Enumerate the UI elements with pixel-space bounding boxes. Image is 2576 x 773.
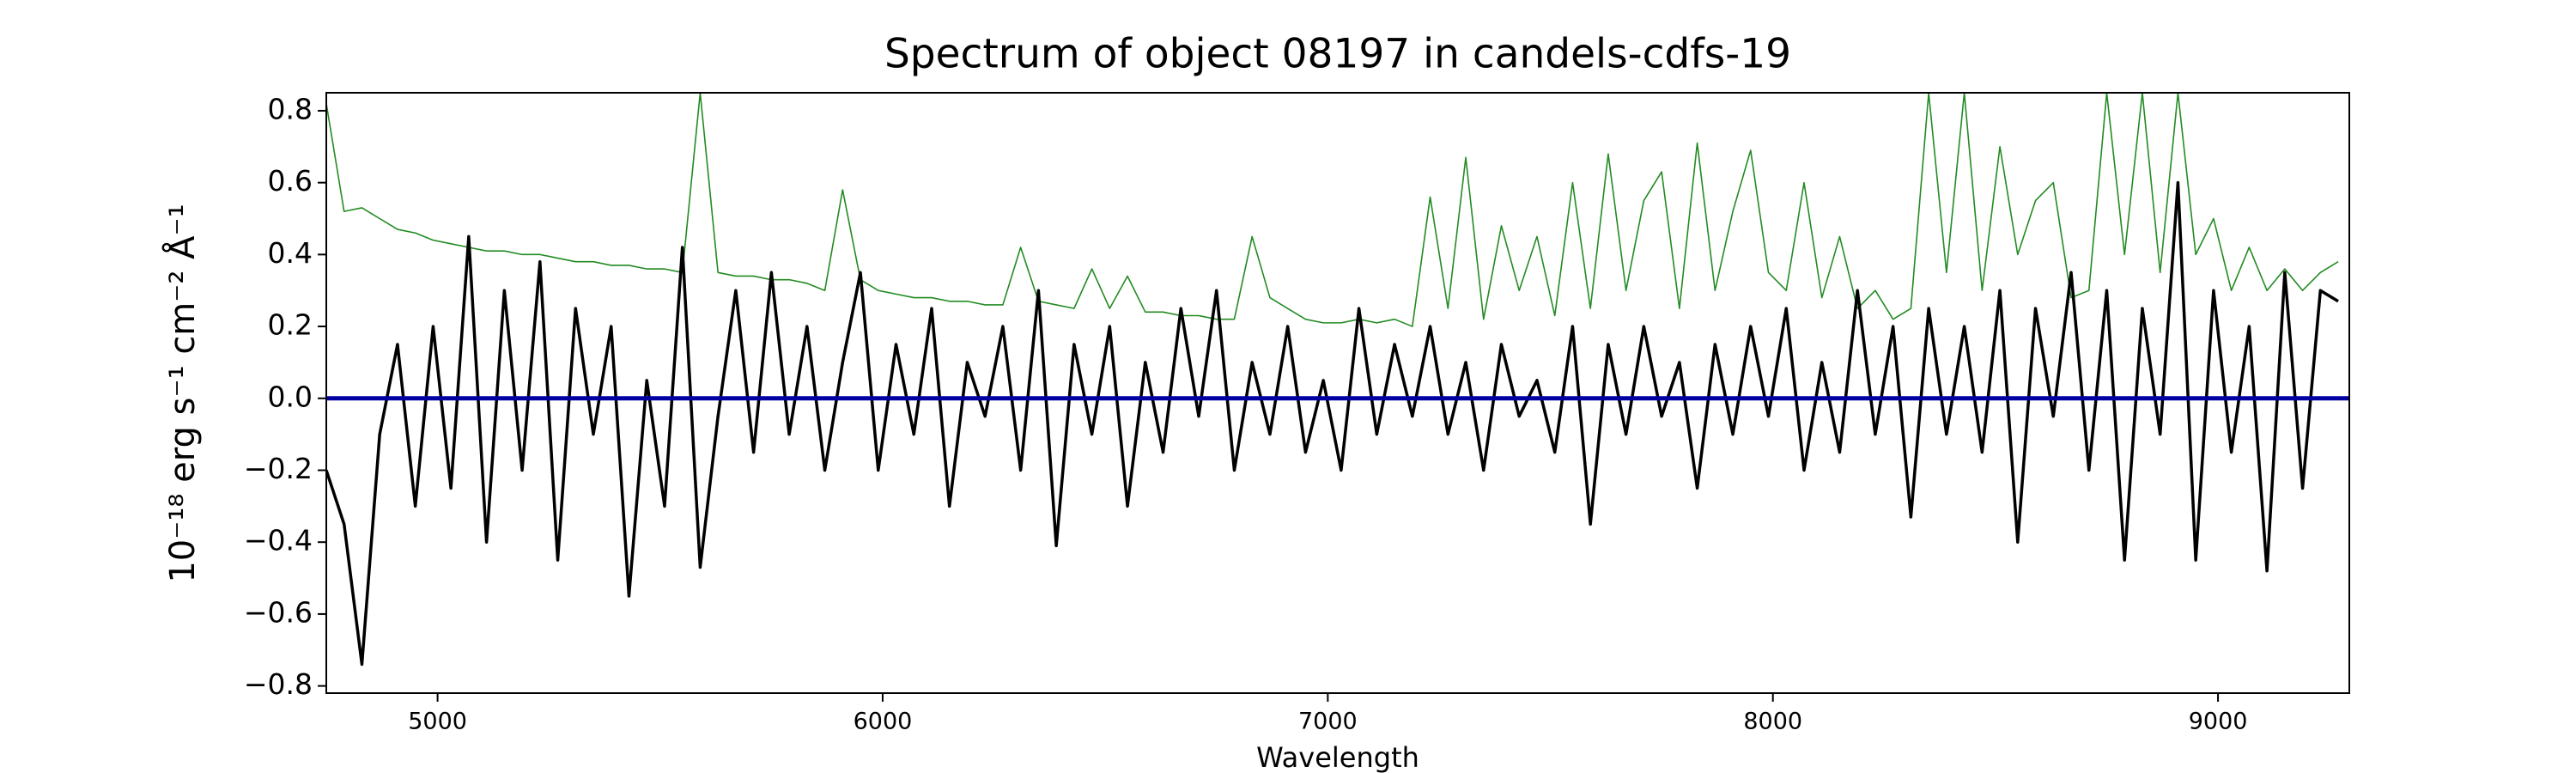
chart-title: Spectrum of object 08197 in candels-cdfs… bbox=[884, 31, 1791, 78]
y-tick-label: 0.8 bbox=[268, 92, 313, 125]
y-tick-label: −0.8 bbox=[244, 667, 313, 701]
spectrum-line bbox=[326, 180, 2339, 666]
y-tick-label: 0.6 bbox=[268, 164, 313, 198]
y-tick-label: 0.0 bbox=[268, 380, 313, 413]
x-tick-label: 8000 bbox=[1743, 709, 1802, 735]
y-tick-label: 0.2 bbox=[268, 308, 313, 342]
y-axis-label: 10⁻¹⁸ erg s⁻¹ cm⁻² Å⁻¹ bbox=[161, 204, 203, 582]
y-tick-label: −0.6 bbox=[244, 595, 313, 629]
plot-frame bbox=[325, 92, 2350, 694]
plot-area bbox=[326, 93, 2349, 666]
spectrum-line bbox=[326, 93, 2339, 327]
x-tick-label: 6000 bbox=[854, 709, 913, 735]
x-tick-label: 7000 bbox=[1298, 709, 1358, 735]
y-tick-label: 0.4 bbox=[268, 236, 313, 270]
x-axis-label: Wavelength bbox=[1256, 741, 1419, 773]
y-tick-label: −0.4 bbox=[244, 524, 313, 557]
x-tick-label: 9000 bbox=[2189, 709, 2248, 735]
x-tick-label: 5000 bbox=[408, 709, 467, 735]
y-tick-label: −0.2 bbox=[244, 452, 313, 485]
